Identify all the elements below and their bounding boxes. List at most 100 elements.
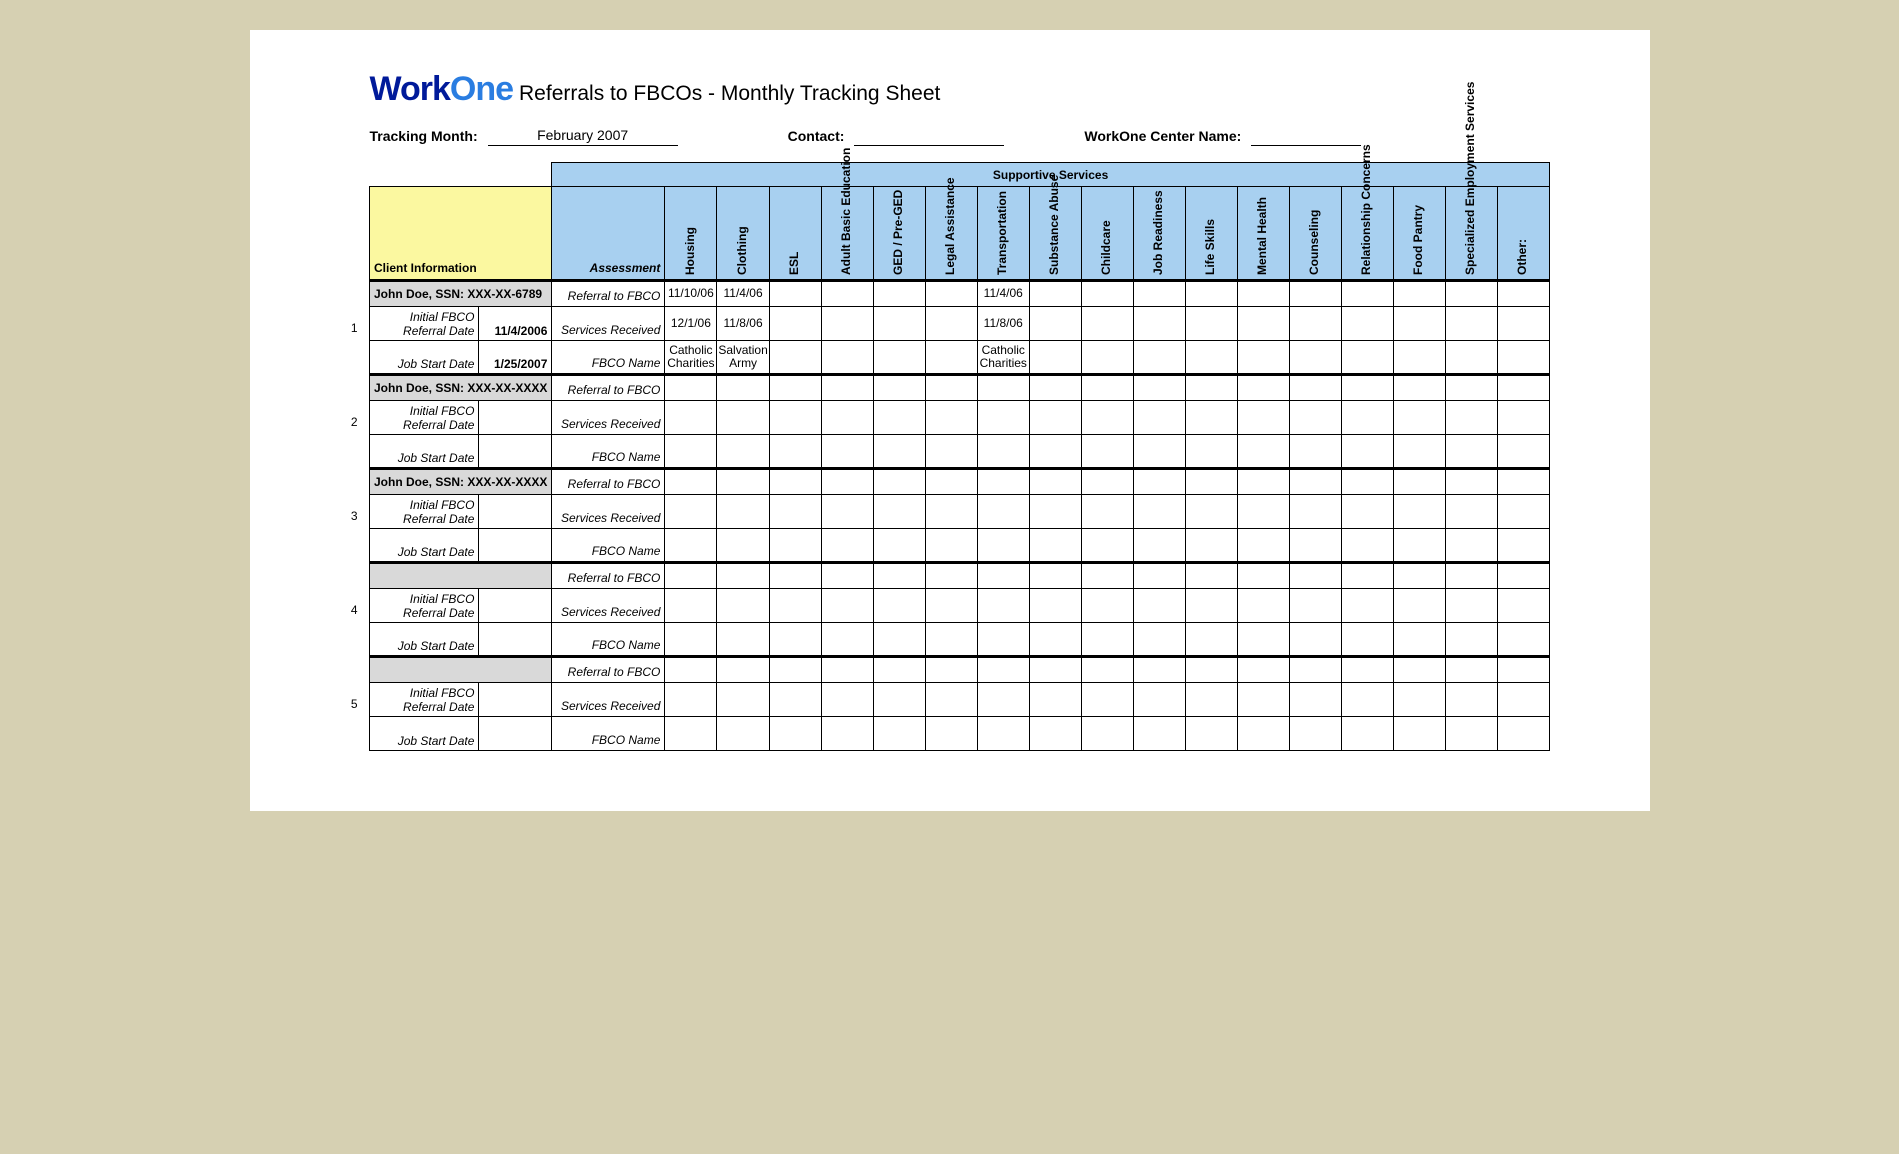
- service-cell: [1029, 563, 1081, 589]
- initial-referral-label: Initial FBCO Referral Date: [370, 589, 479, 623]
- initial-referral-value: [479, 683, 552, 717]
- assess-referral-label: Referral to FBCO: [552, 469, 665, 495]
- service-cell: [769, 401, 821, 435]
- service-cell: [769, 657, 821, 683]
- service-cell: [1341, 307, 1393, 341]
- client-row-services: Initial FBCO Referral DateServices Recei…: [340, 589, 1550, 623]
- service-cell: [1289, 307, 1341, 341]
- service-cell: [1497, 307, 1549, 341]
- service-cell: [1029, 401, 1081, 435]
- service-cell: [1133, 589, 1185, 623]
- service-cell: [977, 529, 1029, 563]
- service-cell: [873, 401, 925, 435]
- service-cell: [1445, 435, 1497, 469]
- service-cell: [1237, 469, 1289, 495]
- service-cell: [1029, 717, 1081, 751]
- service-cell: [1341, 281, 1393, 307]
- initial-referral-label: Initial FBCO Referral Date: [370, 401, 479, 435]
- assess-fbco-label: FBCO Name: [552, 435, 665, 469]
- service-cell: [1237, 495, 1289, 529]
- service-cell: [1029, 495, 1081, 529]
- service-cell: [1081, 589, 1133, 623]
- service-cell: [1341, 375, 1393, 401]
- center-value: [1251, 143, 1361, 146]
- job-start-value: [479, 529, 552, 563]
- client-row-referral: 2John Doe, SSN: XXX-XX-XXXXReferral to F…: [340, 375, 1550, 401]
- service-cell: [977, 589, 1029, 623]
- service-cell: [821, 281, 873, 307]
- client-row-fbco: Job Start DateFBCO Name: [340, 717, 1550, 751]
- job-start-value: [479, 717, 552, 751]
- service-cell: 11/4/06: [977, 281, 1029, 307]
- service-cell: [717, 623, 769, 657]
- service-header: Job Readiness: [1133, 187, 1185, 281]
- service-cell: [1081, 307, 1133, 341]
- service-cell: [1445, 375, 1497, 401]
- service-cell: [717, 469, 769, 495]
- service-cell: [1289, 657, 1341, 683]
- assess-referral-label: Referral to FBCO: [552, 563, 665, 589]
- service-cell: [1445, 307, 1497, 341]
- client-row-referral: 1John Doe, SSN: XXX-XX-6789Referral to F…: [340, 281, 1550, 307]
- service-cell: [1237, 401, 1289, 435]
- service-cell: [821, 563, 873, 589]
- assessment-header: Assessment: [552, 187, 665, 281]
- service-cell: [821, 341, 873, 375]
- service-cell: [1237, 683, 1289, 717]
- service-cell: [1029, 683, 1081, 717]
- service-header: Adult Basic Education: [821, 187, 873, 281]
- service-cell: [1497, 341, 1549, 375]
- service-cell: [873, 657, 925, 683]
- service-cell: [1185, 341, 1237, 375]
- job-start-label: Job Start Date: [370, 717, 479, 751]
- title-row: WorkOne Referrals to FBCOs - Monthly Tra…: [370, 70, 1630, 109]
- service-cell: [769, 683, 821, 717]
- service-cell: [1393, 375, 1445, 401]
- service-cell: [873, 683, 925, 717]
- assess-fbco-label: FBCO Name: [552, 341, 665, 375]
- service-cell: [821, 401, 873, 435]
- service-header: Food Pantry: [1393, 187, 1445, 281]
- service-cell: [769, 375, 821, 401]
- job-start-label: Job Start Date: [370, 623, 479, 657]
- service-cell: [665, 657, 717, 683]
- service-cell: [1393, 563, 1445, 589]
- service-cell: [1289, 683, 1341, 717]
- service-cell: [1341, 589, 1393, 623]
- service-cell: [1341, 563, 1393, 589]
- initial-referral-value: 11/4/2006: [479, 307, 552, 341]
- service-cell: [1133, 657, 1185, 683]
- page-title: Referrals to FBCOs - Monthly Tracking Sh…: [519, 82, 940, 106]
- service-cell: [821, 623, 873, 657]
- service-cell: [1081, 495, 1133, 529]
- service-cell: [1029, 435, 1081, 469]
- service-cell: [1393, 401, 1445, 435]
- service-header: Substance Abuse: [1029, 187, 1081, 281]
- client-info-header: Client Information: [370, 187, 552, 281]
- service-cell: [1341, 529, 1393, 563]
- client-name: [370, 563, 552, 589]
- service-cell: [665, 401, 717, 435]
- client-row-fbco: Job Start Date1/25/2007FBCO NameCatholic…: [340, 341, 1550, 375]
- service-cell: [1185, 307, 1237, 341]
- initial-referral-value: [479, 401, 552, 435]
- service-cell: [665, 563, 717, 589]
- service-cell: [977, 563, 1029, 589]
- service-cell: [1445, 563, 1497, 589]
- row-number: 4: [340, 563, 370, 657]
- service-cell: [821, 469, 873, 495]
- service-cell: [1289, 495, 1341, 529]
- service-cell: [769, 307, 821, 341]
- service-cell: [1497, 589, 1549, 623]
- service-cell: [1133, 341, 1185, 375]
- assess-services-label: Services Received: [552, 307, 665, 341]
- service-cell: [665, 683, 717, 717]
- service-cell: [925, 623, 977, 657]
- service-cell: [1237, 717, 1289, 751]
- service-cell: [873, 589, 925, 623]
- assess-referral-label: Referral to FBCO: [552, 281, 665, 307]
- service-cell: [1445, 683, 1497, 717]
- service-cell: [821, 307, 873, 341]
- client-row-referral: 3John Doe, SSN: XXX-XX-XXXXReferral to F…: [340, 469, 1550, 495]
- service-cell: [1289, 375, 1341, 401]
